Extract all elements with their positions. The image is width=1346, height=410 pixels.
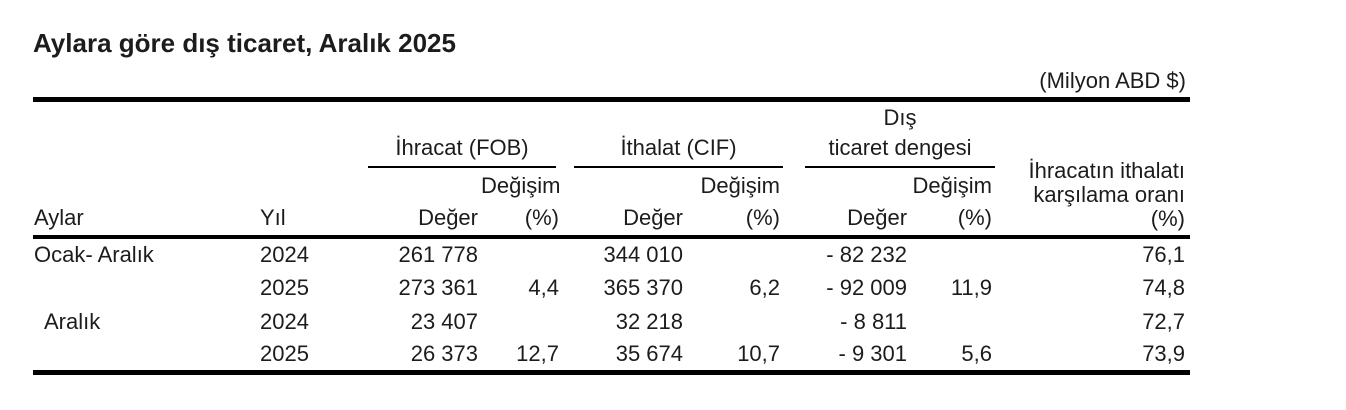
year-cell: 2024 [260, 241, 309, 267]
balance-change-header: Değişim [912, 172, 993, 198]
page-title: Aylara göre dış ticaret, Aralık 2025 [33, 28, 456, 58]
balance-change-cell [910, 237, 995, 271]
import-change-cell [686, 237, 783, 271]
balance-change-cell [910, 305, 995, 339]
month-cell [33, 271, 256, 305]
balance-value-cell: - 82 232 [826, 241, 908, 267]
trade-table: İhracat (FOB) İthalat (CIF) Dış ticaret … [33, 97, 1191, 375]
imports-group-label: İthalat (CIF) [620, 134, 737, 160]
exports-value-header: Değer [366, 200, 481, 239]
group-header-row: İhracat (FOB) İthalat (CIF) Dış ticaret … [33, 99, 1191, 239]
month-cell: Ocak- Aralık [34, 241, 154, 267]
balance-group-label-line1: Dış [883, 104, 917, 130]
year-cell: 2025 [260, 341, 309, 367]
table-row: Ocak- Aralık 2024 261 778 344 010 - 82 2… [33, 237, 1190, 271]
export-value-cell: 23 407 [410, 308, 478, 334]
export-change-cell: 12,7 [516, 341, 559, 367]
balance-change-cell: 11,9 [950, 274, 993, 300]
balance-value-header: Değer [783, 200, 911, 239]
export-value-cell: 261 778 [398, 241, 478, 267]
coverage-cell: 72,7 [1142, 308, 1186, 334]
balance-value-cell: - 92 009 [826, 274, 908, 300]
balance-group-header: Dış ticaret dengesi [783, 100, 996, 168]
table-row: 2025 26 373 12,7 35 674 10,7 - 9 301 5,6… [33, 339, 1190, 373]
group-header-spacer [33, 100, 366, 168]
import-value-cell: 32 218 [615, 308, 683, 334]
imports-change-header: Değişim [700, 172, 781, 198]
import-value-cell: 365 370 [603, 274, 683, 300]
imports-group-header: İthalat (CIF) [562, 100, 784, 168]
export-change-cell [481, 305, 562, 339]
balance-change-cell: 5,6 [961, 341, 993, 367]
table-row: 2025 273 361 4,4 365 370 6,2 - 92 009 11… [33, 271, 1190, 305]
months-column-header: Aylar [33, 200, 256, 239]
export-change-cell: 4,4 [528, 274, 559, 300]
change-header-spacer [33, 168, 366, 201]
import-change-cell: 6,2 [749, 274, 781, 300]
coverage-ratio-label-line1: İhracatın ithalatı [1028, 157, 1186, 183]
balance-group-label-line2: ticaret dengesi [828, 134, 972, 160]
export-change-cell [481, 237, 562, 271]
year-cell: 2024 [260, 308, 309, 334]
month-cell [33, 339, 256, 373]
imports-value-header: Değer [562, 200, 686, 239]
exports-group-label: İhracat (FOB) [395, 134, 529, 160]
change-header-row: Değişim Değişim Değişim [33, 168, 1190, 201]
import-change-cell [686, 305, 783, 339]
export-value-cell: 26 373 [410, 341, 478, 367]
balance-change-pct-header: (%) [910, 200, 996, 239]
unit-note: (Milyon ABD $) [1039, 68, 1186, 93]
import-change-cell: 10,7 [737, 341, 781, 367]
exports-group-header: İhracat (FOB) [366, 100, 562, 168]
export-value-cell: 273 361 [398, 274, 478, 300]
year-column-header: Yıl [256, 200, 366, 239]
exports-change-header: Değişim [481, 172, 561, 198]
year-cell: 2025 [260, 274, 309, 300]
imports-change-pct-header: (%) [686, 200, 784, 239]
table-row: Aralık 2024 23 407 32 218 - 8 811 72,7 [33, 305, 1190, 339]
coverage-ratio-header: İhracatın ithalatı karşılama oranı (%) [995, 99, 1191, 239]
coverage-cell: 73,9 [1142, 341, 1186, 367]
column-header-row: Aylar Yıl Değer (%) Değer (%) Değer (%) [33, 200, 1190, 239]
coverage-cell: 76,1 [1142, 241, 1186, 267]
import-value-cell: 35 674 [615, 341, 683, 367]
balance-value-cell: - 9 301 [838, 341, 908, 367]
exports-change-pct-header: (%) [481, 200, 562, 239]
coverage-ratio-label-line3: (%) [1150, 205, 1186, 231]
coverage-cell: 74,8 [1142, 274, 1186, 300]
import-value-cell: 344 010 [603, 241, 683, 267]
coverage-ratio-label-line2: karşılama oranı [1033, 181, 1186, 207]
balance-value-cell: - 8 811 [840, 308, 908, 334]
month-cell: Aralık [44, 308, 101, 334]
